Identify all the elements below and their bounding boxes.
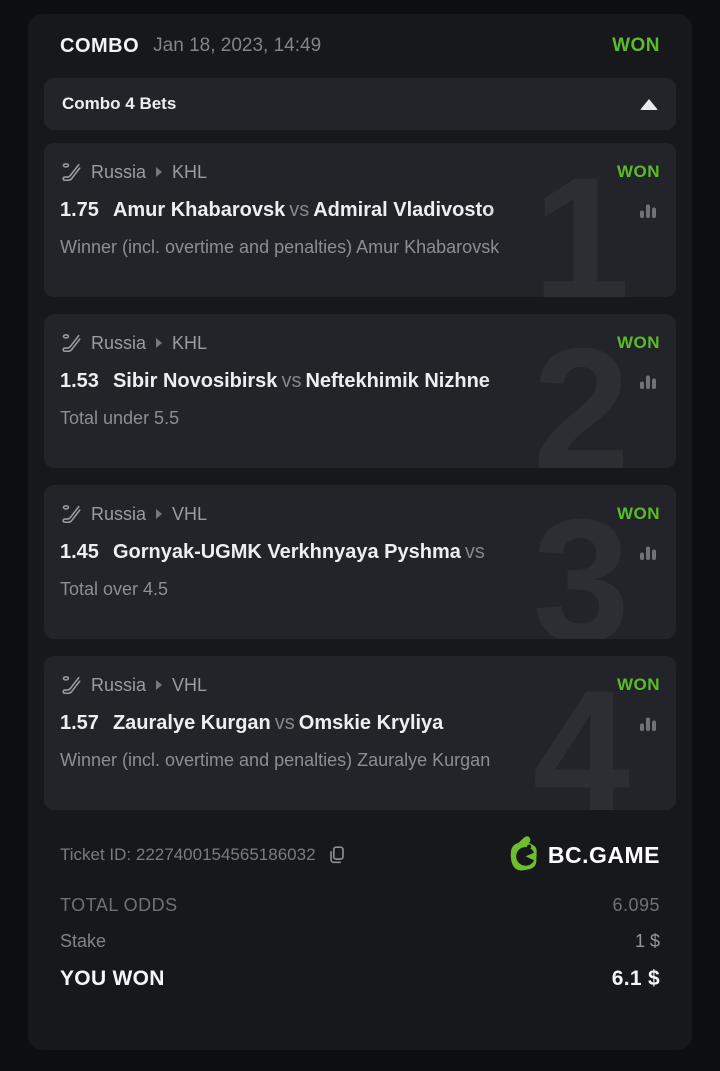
stats-bars-icon[interactable] xyxy=(636,711,660,735)
vs-label: vs xyxy=(289,198,310,221)
bet-league: KHL xyxy=(172,161,208,182)
hockey-stick-icon xyxy=(60,161,82,183)
bet-odds: 1.45 xyxy=(60,540,99,563)
bet-selection: Winner (incl. overtime and penalties) Za… xyxy=(60,750,491,770)
bet-country: Russia xyxy=(91,503,147,524)
bet-country: Russia xyxy=(91,332,147,353)
home-team: Sibir Novosibirsk xyxy=(112,369,278,392)
away-team: Admiral Vladivosto xyxy=(313,198,495,221)
summary-section: TOTAL ODDS 6.095 Stake 1 $ YOU WON 6.1 $ xyxy=(44,895,676,991)
combo-bets-label: Combo 4 Bets xyxy=(62,94,177,113)
total-odds-value: 6.095 xyxy=(612,895,660,915)
match-name: Zauralye Kurgan vs Omskie Kryliya xyxy=(113,712,622,735)
you-won-value: 6.1 $ xyxy=(611,967,660,990)
bet-league: KHL xyxy=(172,332,208,353)
bet-status-badge: WON xyxy=(616,162,660,181)
ticket-row: Ticket ID: 2227400154565186032 BC.GAME xyxy=(44,827,676,883)
stake-row: Stake 1 $ xyxy=(60,931,660,952)
bet-league: VHL xyxy=(172,503,208,524)
bet-league: VHL xyxy=(172,674,208,695)
home-team: Gornyak-UGMK Verkhnyaya Pyshma xyxy=(112,540,461,563)
you-won-row: YOU WON 6.1 $ xyxy=(60,967,660,991)
bet-card: 2 Russia KHL WON 1.53 Sibir Novosibirsk v… xyxy=(44,314,676,468)
stake-label: Stake xyxy=(60,931,107,951)
vs-label: vs xyxy=(274,711,295,734)
bet-selection: Total over 4.5 xyxy=(60,579,169,599)
brand-logo: BC.GAME xyxy=(506,835,660,876)
slip-header: COMBO Jan 18, 2023, 14:49 WON xyxy=(44,14,676,78)
bet-type-label: COMBO xyxy=(60,34,140,57)
match-name: Amur Khabarovsk vs Admiral Vladivosto xyxy=(113,199,622,222)
bet-card: 3 Russia VHL WON 1.45 Gornyak-UGMK Verkh… xyxy=(44,485,676,639)
total-odds-label: TOTAL ODDS xyxy=(60,895,178,915)
away-team: Omskie Kryliya xyxy=(298,711,444,734)
away-team: Neftekhimik Nizhne xyxy=(305,369,490,392)
hockey-stick-icon xyxy=(60,332,82,354)
ticket-id-value: 2227400154565186032 xyxy=(135,845,316,864)
vs-label: vs xyxy=(281,369,302,392)
match-name: Sibir Novosibirsk vs Neftekhimik Nizhne xyxy=(113,370,622,393)
match-name: Gornyak-UGMK Verkhnyaya Pyshma vs xyxy=(113,541,622,564)
hockey-stick-icon xyxy=(60,674,82,696)
stats-bars-icon[interactable] xyxy=(636,198,660,222)
ticket-id-label: Ticket ID: xyxy=(60,845,132,864)
chevron-right-icon xyxy=(156,509,163,519)
bet-odds: 1.53 xyxy=(60,369,99,392)
total-odds-row: TOTAL ODDS 6.095 xyxy=(60,895,660,916)
bet-country: Russia xyxy=(91,674,147,695)
bet-selection: Winner (incl. overtime and penalties) Am… xyxy=(60,237,500,257)
chevron-right-icon xyxy=(156,680,163,690)
bet-status-badge: WON xyxy=(616,675,660,694)
slip-date: Jan 18, 2023, 14:49 xyxy=(153,35,322,56)
bet-status-badge: WON xyxy=(616,504,660,523)
bet-selection: Total under 5.5 xyxy=(60,408,180,428)
vs-label: vs xyxy=(464,540,485,563)
bet-country: Russia xyxy=(91,161,147,182)
chevron-right-icon xyxy=(156,338,163,348)
slip-status-badge: WON xyxy=(612,35,660,56)
stats-bars-icon[interactable] xyxy=(636,540,660,564)
bet-odds: 1.75 xyxy=(60,198,99,221)
home-team: Amur Khabarovsk xyxy=(112,198,286,221)
bet-status-badge: WON xyxy=(616,333,660,352)
home-team: Zauralye Kurgan xyxy=(112,711,271,734)
you-won-label: YOU WON xyxy=(60,967,165,990)
bet-slip-panel: COMBO Jan 18, 2023, 14:49 WON Combo 4 Be… xyxy=(28,14,692,1050)
brand-name: BC.GAME xyxy=(547,841,660,868)
hockey-stick-icon xyxy=(60,503,82,525)
collapse-up-icon[interactable] xyxy=(640,98,658,110)
copy-icon[interactable] xyxy=(326,844,348,866)
bet-odds: 1.57 xyxy=(60,711,99,734)
stake-value: 1 $ xyxy=(634,931,660,951)
combo-bets-toggle[interactable]: Combo 4 Bets xyxy=(44,78,676,130)
bc-game-mascot-icon xyxy=(506,835,540,876)
bet-card: 1 Russia KHL WON 1.75 Amur Khabarovsk vs A… xyxy=(44,143,676,297)
stats-bars-icon[interactable] xyxy=(636,369,660,393)
chevron-right-icon xyxy=(156,167,163,177)
bet-card: 4 Russia VHL WON 1.57 Zauralye Kurgan vs O… xyxy=(44,656,676,810)
